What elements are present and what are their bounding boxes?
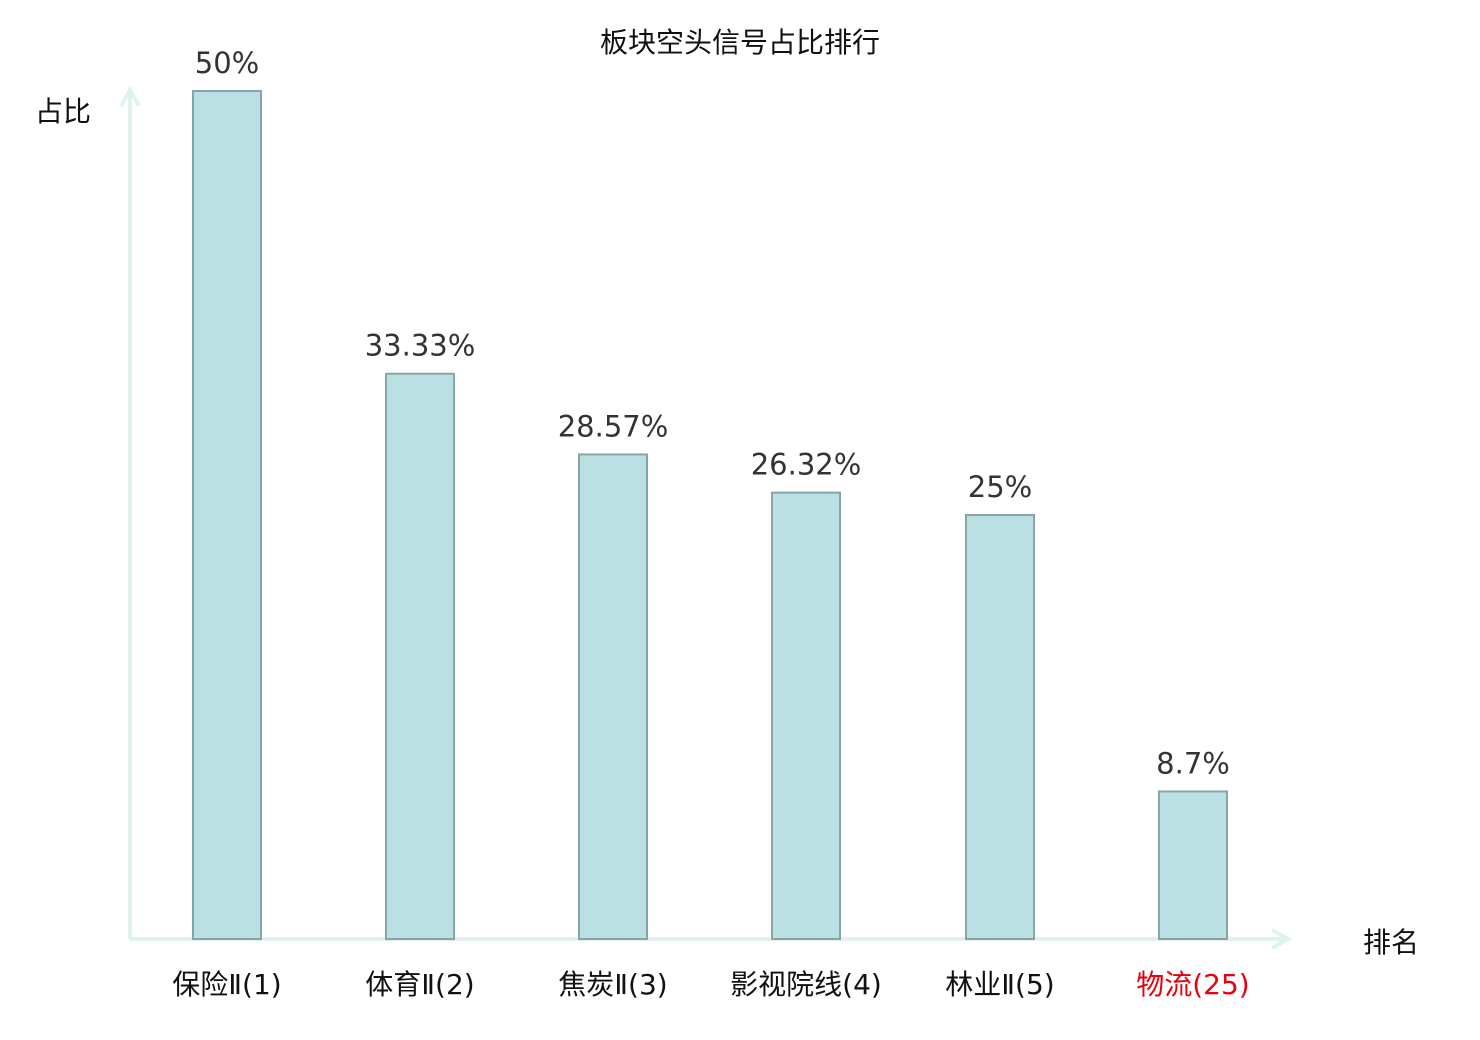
chart-title: 板块空头信号占比排行 xyxy=(600,26,880,59)
y-axis-label: 占比 xyxy=(35,95,91,128)
data-label: 25% xyxy=(968,470,1032,504)
x-axis-label: 排名 xyxy=(1363,926,1419,959)
data-label: 50% xyxy=(195,46,259,80)
data-label: 28.57% xyxy=(558,409,669,443)
bar xyxy=(771,491,841,940)
bar xyxy=(192,90,262,940)
bar xyxy=(1158,790,1228,940)
x-tick-label: 保险Ⅱ(1) xyxy=(172,968,281,1001)
data-label: 33.33% xyxy=(365,329,476,363)
data-label: 8.7% xyxy=(1156,746,1230,780)
y-axis-arrow-icon xyxy=(119,85,141,107)
axes xyxy=(119,85,1293,950)
x-tick-label: 焦炭Ⅱ(3) xyxy=(558,968,667,1001)
x-tick-label: 影视院线(4) xyxy=(730,968,882,1001)
x-tick-label: 物流(25) xyxy=(1136,968,1249,1001)
bar xyxy=(578,453,648,940)
bar xyxy=(385,372,455,940)
bar xyxy=(965,514,1035,940)
x-tick-label: 体育Ⅱ(2) xyxy=(365,968,474,1001)
x-axis-arrow-icon xyxy=(1271,928,1293,950)
x-tick-label: 林业Ⅱ(5) xyxy=(945,968,1054,1001)
data-label: 26.32% xyxy=(751,448,862,482)
bars: 50% 保险Ⅱ(1) 33.33% 体育Ⅱ(2) 28.57% 焦炭Ⅱ(3) 26.32% 影… xyxy=(172,46,1249,1001)
